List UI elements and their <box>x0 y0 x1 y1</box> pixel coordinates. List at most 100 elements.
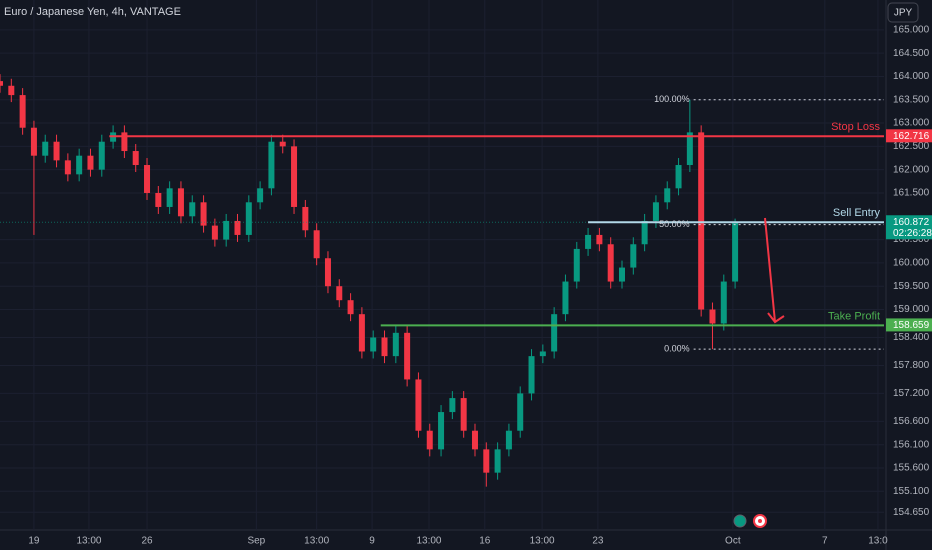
candle-body <box>268 141 275 189</box>
candle-body <box>675 165 682 189</box>
candle-body <box>641 220 648 245</box>
candle-body <box>664 188 671 203</box>
candle-body <box>257 188 264 203</box>
x-tick-label: 26 <box>141 536 153 547</box>
x-tick-label: Oct <box>725 536 741 547</box>
price-tag <box>886 318 932 332</box>
candle-body <box>302 206 309 231</box>
currency-button[interactable] <box>887 2 919 23</box>
candle-body <box>698 132 705 310</box>
candle-body <box>245 202 252 235</box>
candle-body <box>177 188 184 217</box>
candle-body <box>449 398 456 413</box>
candle-body <box>596 234 603 245</box>
candle-body <box>720 281 727 324</box>
candle-body <box>573 248 580 282</box>
y-tick-label: 164.000 <box>893 71 930 82</box>
x-tick-label: 13:00 <box>416 536 441 547</box>
x-tick-label: 7 <box>822 536 828 547</box>
candle-body <box>42 141 49 156</box>
level-name: Stop Loss <box>831 121 880 133</box>
currency-label[interactable]: JPY <box>894 8 913 19</box>
candle-body <box>324 258 331 287</box>
candle-body <box>347 300 354 315</box>
candle-body <box>404 332 411 380</box>
x-tick-label: 13:00 <box>530 536 555 547</box>
x-tick-label: Sep <box>247 536 265 547</box>
plot <box>0 74 884 487</box>
candle-body <box>381 337 388 357</box>
candle-body <box>652 202 659 221</box>
candle-body <box>144 165 151 193</box>
y-tick-label: 160.500 <box>893 234 930 245</box>
candle-body <box>336 286 343 301</box>
level-name: Sell Entry <box>833 207 881 219</box>
candle-body <box>200 202 207 226</box>
fib-label: 0.00% <box>664 344 690 354</box>
candle-body <box>234 220 241 235</box>
candle-body <box>223 220 230 240</box>
candle-body <box>562 281 569 315</box>
candle-body <box>732 222 739 282</box>
candle-body <box>438 412 445 450</box>
candle-body <box>585 234 592 249</box>
candle-body <box>87 155 94 170</box>
candle-body <box>0 81 3 86</box>
candle-body <box>98 141 105 170</box>
candle-body <box>539 351 546 357</box>
y-tick-label: 155.100 <box>893 486 930 497</box>
y-tick-label: 157.200 <box>893 388 930 399</box>
y-tick-label: 163.500 <box>893 94 930 105</box>
candle-body <box>76 155 83 175</box>
countdown-label: 02:26:28 <box>893 228 932 239</box>
candle-body <box>121 132 128 152</box>
price-tag <box>886 215 932 240</box>
candle-body <box>426 430 433 450</box>
candle-body <box>607 244 614 282</box>
y-tick-label: 162.000 <box>893 164 930 175</box>
candle-body <box>166 188 173 207</box>
projection-arrow <box>764 217 785 324</box>
symbol-title: Euro / Japanese Yen, 4h, VANTAGE <box>4 6 181 18</box>
y-tick-label: 163.000 <box>893 118 930 129</box>
level-name: Take Profit <box>828 310 880 322</box>
x-tick-label: 13:00 <box>304 536 329 547</box>
y-tick-label: 158.400 <box>893 332 930 343</box>
price-tag-label: 158.659 <box>893 320 930 331</box>
y-tick-label: 154.650 <box>893 507 930 518</box>
candle-body <box>279 141 286 147</box>
y-tick-label: 160.000 <box>893 258 930 269</box>
y-tick-label: 156.600 <box>893 416 930 427</box>
candle-body <box>415 379 422 431</box>
y-tick-label: 164.500 <box>893 48 930 59</box>
y-tick-label: 156.100 <box>893 439 930 450</box>
candle-body <box>189 202 196 217</box>
fib-label: 100.00% <box>654 94 690 104</box>
candle-body <box>460 398 467 431</box>
candle-body <box>505 430 512 450</box>
candle-body <box>211 225 218 240</box>
candle-body <box>313 230 320 259</box>
candle-body <box>551 314 558 352</box>
candle-body <box>19 95 26 128</box>
event-icon-dot <box>758 519 762 523</box>
y-tick-label: 159.500 <box>893 281 930 292</box>
y-tick-label: 159.000 <box>893 304 930 315</box>
y-tick-label: 165.000 <box>893 24 930 35</box>
x-tick-label: 23 <box>592 536 604 547</box>
event-icon[interactable] <box>733 514 747 528</box>
candle-body <box>291 146 298 207</box>
x-tick-label: 16 <box>479 536 491 547</box>
y-tick-label: 162.500 <box>893 141 930 152</box>
candle-body <box>64 160 71 175</box>
candle-body <box>630 244 637 268</box>
price-tag <box>886 129 932 143</box>
x-tick-label: 13:0 <box>868 536 888 547</box>
candle-body <box>370 337 377 352</box>
candle-body <box>686 132 693 166</box>
candle-body <box>619 267 626 282</box>
x-tick-label: 13:00 <box>76 536 101 547</box>
price-tag-label: 160.872 <box>893 217 930 228</box>
